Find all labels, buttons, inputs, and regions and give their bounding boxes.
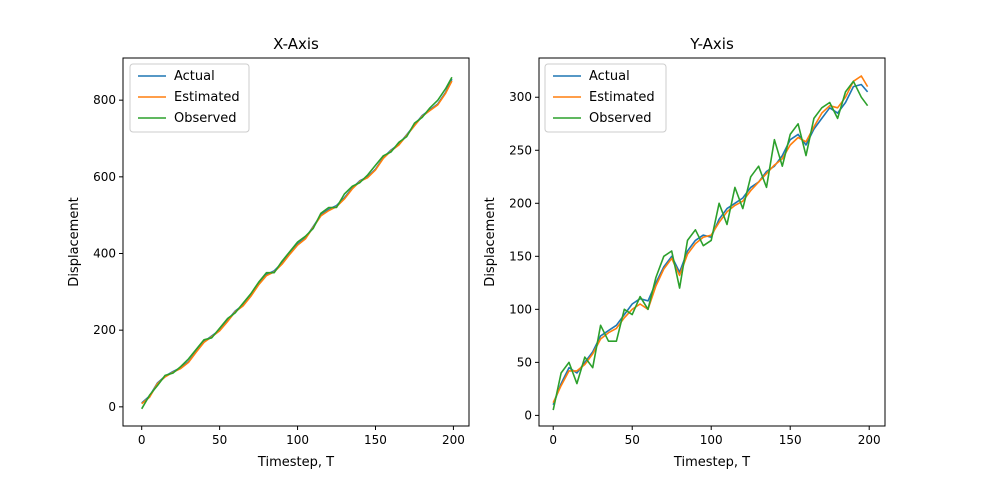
legend-label-estimated: Estimated bbox=[174, 90, 240, 105]
y-tick-label: 800 bbox=[93, 93, 116, 107]
axis-ticks: 0 50 100 150 200 0 50 100 150 200 250 300 bbox=[509, 90, 881, 447]
legend-label-actual: Actual bbox=[589, 69, 630, 84]
axis-ticks: 0 50 100 150 200 0 200 400 600 800 bbox=[93, 93, 465, 447]
x-tick-label: 100 bbox=[286, 433, 309, 447]
x-tick-label: 0 bbox=[138, 433, 146, 447]
x-tick-label: 0 bbox=[549, 433, 557, 447]
legend: Actual Estimated Observed bbox=[129, 63, 250, 133]
x-tick-label: 100 bbox=[700, 433, 723, 447]
y-tick-label: 50 bbox=[517, 355, 532, 369]
subplot-x-axis: 0 50 100 150 200 0 200 400 600 800 X-Axis Timeste… bbox=[67, 35, 470, 470]
chart-title: X-Axis bbox=[273, 35, 319, 53]
y-tick-label: 400 bbox=[93, 247, 116, 261]
series-line-observed bbox=[552, 80, 869, 411]
x-tick-label: 150 bbox=[779, 433, 802, 447]
legend-label-observed: Observed bbox=[174, 111, 237, 126]
y-tick-label: 300 bbox=[509, 90, 532, 104]
x-tick-label: 150 bbox=[364, 433, 387, 447]
series-line-observed bbox=[141, 76, 453, 410]
y-axis-label: Displacement bbox=[67, 197, 82, 286]
y-tick-label: 0 bbox=[108, 400, 116, 414]
series-line-estimated bbox=[141, 80, 453, 405]
y-tick-label: 150 bbox=[509, 249, 532, 263]
y-tick-label: 200 bbox=[93, 323, 116, 337]
legend-box bbox=[129, 63, 250, 133]
x-tick-label: 50 bbox=[625, 433, 640, 447]
y-axis-label: Displacement bbox=[483, 197, 498, 286]
legend-label-estimated: Estimated bbox=[589, 90, 655, 105]
y-tick-label: 100 bbox=[509, 302, 532, 316]
series-lines bbox=[552, 75, 869, 411]
legend: Actual Estimated Observed bbox=[544, 63, 667, 133]
x-tick-label: 200 bbox=[442, 433, 465, 447]
y-tick-label: 0 bbox=[524, 408, 532, 422]
x-tick-label: 200 bbox=[858, 433, 881, 447]
legend-box bbox=[544, 63, 667, 133]
chart-title: Y-Axis bbox=[689, 35, 734, 53]
x-tick-label: 50 bbox=[212, 433, 227, 447]
x-axis-label: Timestep, T bbox=[673, 455, 750, 470]
plot-frame bbox=[122, 57, 470, 427]
legend-label-observed: Observed bbox=[589, 111, 652, 126]
y-tick-label: 200 bbox=[509, 196, 532, 210]
legend-label-actual: Actual bbox=[174, 69, 215, 84]
plot-frame bbox=[538, 57, 886, 427]
y-tick-label: 250 bbox=[509, 143, 532, 157]
subplot-y-axis: 0 50 100 150 200 0 50 100 150 200 250 300 Y-Axis Ti… bbox=[483, 35, 886, 470]
series-lines bbox=[141, 76, 453, 410]
y-tick-label: 600 bbox=[93, 170, 116, 184]
x-axis-label: Timestep, T bbox=[257, 455, 334, 470]
